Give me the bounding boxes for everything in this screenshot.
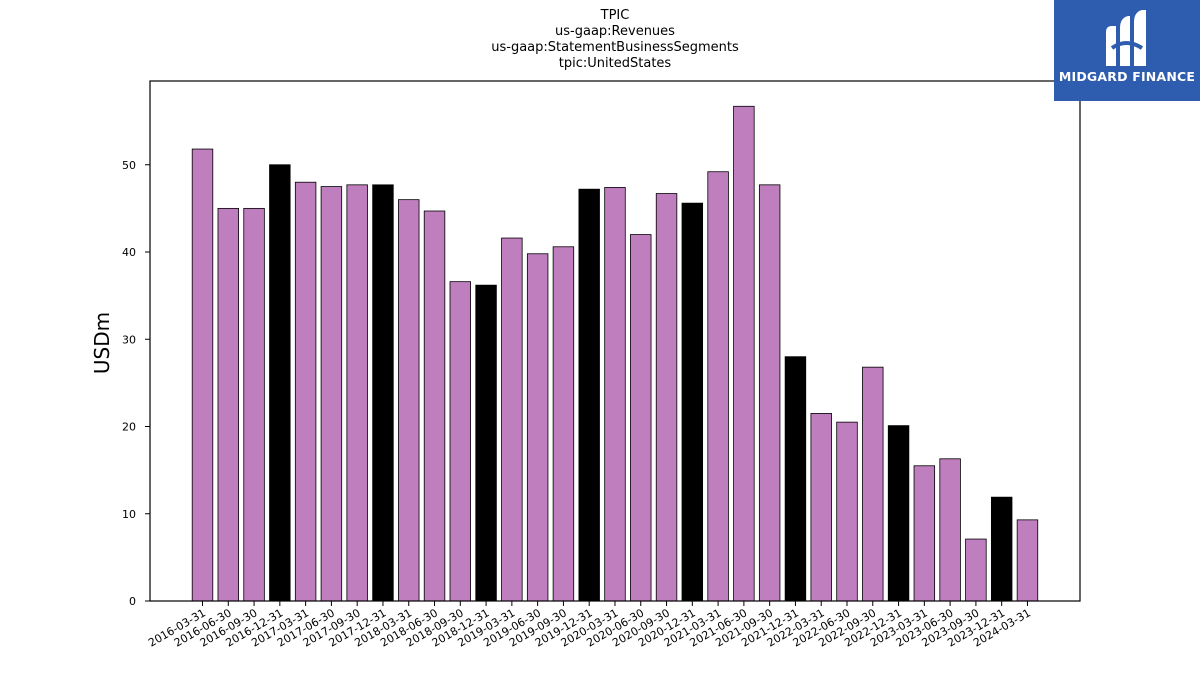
- bar-2021-03-31: [707, 171, 729, 602]
- x-axis: 2016-03-312016-06-302016-09-302016-12-31…: [146, 601, 1033, 650]
- bar-2022-03-31: [810, 413, 832, 602]
- bar-2023-09-30: [965, 538, 987, 602]
- bar-2023-06-30: [939, 458, 961, 602]
- logo-mark-icon: [1106, 10, 1146, 66]
- bar-2020-09-30: [655, 193, 678, 602]
- bar-2021-12-31: [784, 356, 807, 602]
- bar-2018-09-30: [449, 281, 472, 602]
- chart-title-line-3: us-gaap:StatementBusinessSegments: [491, 40, 739, 55]
- y-tick-label: 0: [129, 595, 136, 608]
- bar-2019-06-30: [526, 253, 549, 602]
- bar-2017-06-30: [320, 186, 343, 602]
- bar-2022-09-30: [862, 366, 884, 602]
- company-logo: MIDGARD FINANCE: [1054, 0, 1200, 101]
- bar-2017-03-31: [294, 181, 317, 602]
- bar-2022-12-31: [887, 425, 910, 602]
- logo-text: MIDGARD FINANCE: [1058, 69, 1196, 84]
- y-axis-label: USDm: [90, 312, 114, 374]
- bar-2018-12-31: [475, 284, 497, 602]
- y-tick-label: 20: [122, 421, 136, 434]
- bars: [191, 105, 1039, 602]
- bar-2016-06-30: [217, 207, 239, 602]
- bar-2016-12-31: [269, 164, 291, 602]
- bar-2016-09-30: [243, 207, 265, 602]
- bar-2018-06-30: [423, 210, 446, 602]
- bar-2017-09-30: [346, 184, 368, 602]
- y-tick-label: 30: [122, 333, 136, 346]
- bar-2019-12-31: [578, 188, 600, 602]
- bar-2019-09-30: [552, 246, 575, 602]
- y-tick-label: 10: [122, 508, 136, 521]
- plot-frame: [149, 80, 1081, 602]
- bar-2020-12-31: [681, 202, 704, 602]
- chart-title-line-2: us-gaap:Revenues: [555, 24, 675, 39]
- y-axis: 0 10 20 30 40 50: [122, 159, 150, 608]
- bar-2020-03-31: [604, 187, 626, 602]
- bar-2020-06-30: [630, 234, 652, 602]
- bar-2022-06-30: [836, 421, 858, 602]
- bar-2016-03-31: [191, 148, 214, 602]
- bar-2018-03-31: [398, 199, 420, 602]
- bar-2023-12-31: [990, 496, 1013, 602]
- chart-title-line-1: TPIC: [600, 8, 630, 23]
- y-tick-label: 50: [122, 159, 136, 172]
- bar-2023-03-31: [913, 465, 936, 602]
- bar-2021-09-30: [758, 184, 781, 602]
- bar-2017-12-31: [372, 184, 394, 602]
- y-tick-label: 40: [122, 246, 136, 259]
- bar-2024-03-31: [1016, 519, 1039, 602]
- bar-2019-03-31: [501, 237, 523, 602]
- chart-title-line-4: tpic:UnitedStates: [558, 56, 672, 71]
- bar-2021-06-30: [733, 105, 755, 602]
